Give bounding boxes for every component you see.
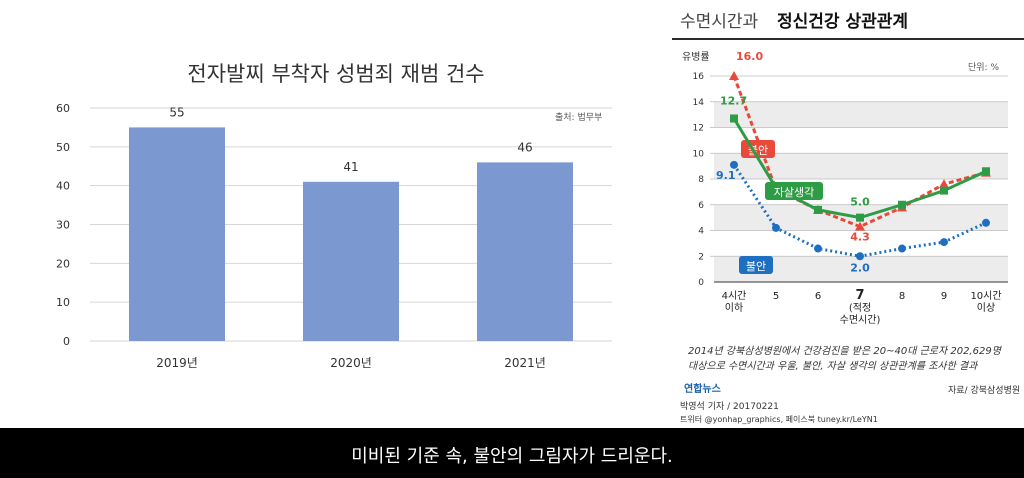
data-point (939, 179, 949, 189)
right-ylabel: 유병률 (682, 52, 710, 63)
data-point (940, 186, 948, 195)
y-tick-label: 16 (693, 72, 705, 82)
y-tick-label: 2 (698, 252, 704, 262)
yonhap-logo: 연합뉴스 (684, 384, 721, 395)
y-tick-label: 6 (698, 201, 704, 211)
data-point (898, 244, 906, 253)
caption-text: 미비된 기준 속, 불안의 그림자가 드리운다. (351, 446, 673, 467)
x-tick-label: 이하 (725, 301, 743, 314)
bar (303, 181, 399, 341)
x-tick-label: 이상 (977, 302, 995, 314)
y-tick-label: 60 (56, 102, 70, 115)
left-chart-source: 출처: 법무부 (555, 113, 603, 123)
data-point (814, 205, 822, 214)
data-point (729, 71, 739, 80)
bar (477, 162, 573, 341)
data-point (856, 213, 864, 222)
legend-tag (739, 256, 773, 274)
credit-line1: 박영석 기자 / 20170221 (680, 402, 779, 412)
x-tick-label: 2020년 (330, 356, 372, 370)
right-note-line1: 2014년 강북삼성병원에서 건강검진을 받은 20~40대 근로자 202,6… (688, 346, 1001, 357)
bar-data-label: 55 (169, 105, 184, 119)
data-label: 9.1 (716, 169, 736, 182)
caption-bar: 미비된 기준 속, 불안의 그림자가 드리운다. (0, 428, 1024, 478)
y-tick-label: 40 (56, 180, 70, 193)
data-label: 5.0 (850, 196, 870, 209)
grid-band (714, 101, 1008, 128)
x-tick-label: 6 (815, 291, 821, 302)
bar-data-label: 46 (517, 140, 532, 154)
credit-line2: 트위터 @yonhap_graphics, 페이스북 tuney.kr/LeYN… (680, 415, 878, 424)
data-label: 12.7 (720, 94, 747, 107)
y-tick-label: 20 (56, 257, 70, 270)
y-tick-label: 30 (56, 219, 70, 232)
y-tick-label: 10 (56, 296, 70, 309)
data-point (982, 218, 990, 227)
left-chart-title: 전자발찌 부착자 성범죄 재범 건수 (187, 62, 485, 86)
data-point (855, 221, 865, 231)
right-title-main: 정신건강 상관관계 (777, 12, 909, 32)
data-label: 4.3 (850, 231, 870, 244)
x-tick-label: 8 (899, 291, 905, 302)
y-tick-label: 8 (698, 175, 704, 185)
x-tick-label: 4시간 (722, 290, 747, 302)
data-point (940, 238, 948, 247)
data-point (772, 223, 780, 232)
right-panel: 수면시간과 정신건강 상관관계 유병률 단위: % 2 4 6 8 10 12 14 16 0 4… (672, 0, 1024, 428)
x-tick-label: (적정 (849, 302, 871, 314)
left-panel: 전자발찌 부착자 성범죄 재범 건수 출처: 법무부 0 10 20 30 40 50 60… (56, 62, 612, 370)
y-tick-label: 12 (693, 124, 704, 134)
bar-data-label: 41 (343, 160, 358, 174)
y-tick-label: 14 (693, 98, 705, 108)
x-tick-label: 5 (773, 291, 779, 302)
x-tick-label: 수면시간) (840, 314, 881, 326)
data-point (814, 244, 822, 253)
y-tick-label: 0 (698, 278, 704, 288)
data-point (856, 252, 864, 261)
x-tick-label: 7 (855, 288, 864, 303)
right-title-bar: 수면시간과 정신건강 상관관계 (672, 0, 1024, 40)
x-tick-label: 10시간 (970, 290, 1001, 302)
data-point (898, 200, 906, 209)
legend-tag (765, 182, 823, 200)
y-tick-label: 10 (693, 149, 705, 159)
x-tick-label: 2021년 (504, 356, 546, 370)
data-point (730, 160, 738, 169)
legend-label: 불안 (746, 260, 766, 273)
data-label: 16.0 (736, 50, 763, 63)
y-tick-label: 4 (698, 227, 704, 237)
right-title-prefix: 수면시간과 (680, 12, 759, 32)
x-tick-label: 9 (941, 291, 947, 302)
right-source: 자료/ 강북삼성병원 (948, 386, 1021, 396)
data-point (982, 167, 990, 176)
y-tick-label: 50 (56, 141, 70, 154)
data-label: 2.0 (850, 261, 870, 274)
bar (129, 127, 225, 342)
right-note-line2: 대상으로 수면시간과 우울, 불안, 자살 생각의 상관관계를 조사한 결과 (688, 361, 978, 372)
legend-label: 자살생각 (774, 186, 814, 199)
y-tick-label: 0 (63, 335, 70, 348)
bar-chart: 0 10 20 30 40 50 60 55 2019년 41 2020년 46 2021년 (56, 102, 612, 370)
data-point (730, 114, 738, 123)
right-unit: 단위: % (968, 63, 1000, 73)
x-tick-label: 2019년 (156, 356, 198, 370)
